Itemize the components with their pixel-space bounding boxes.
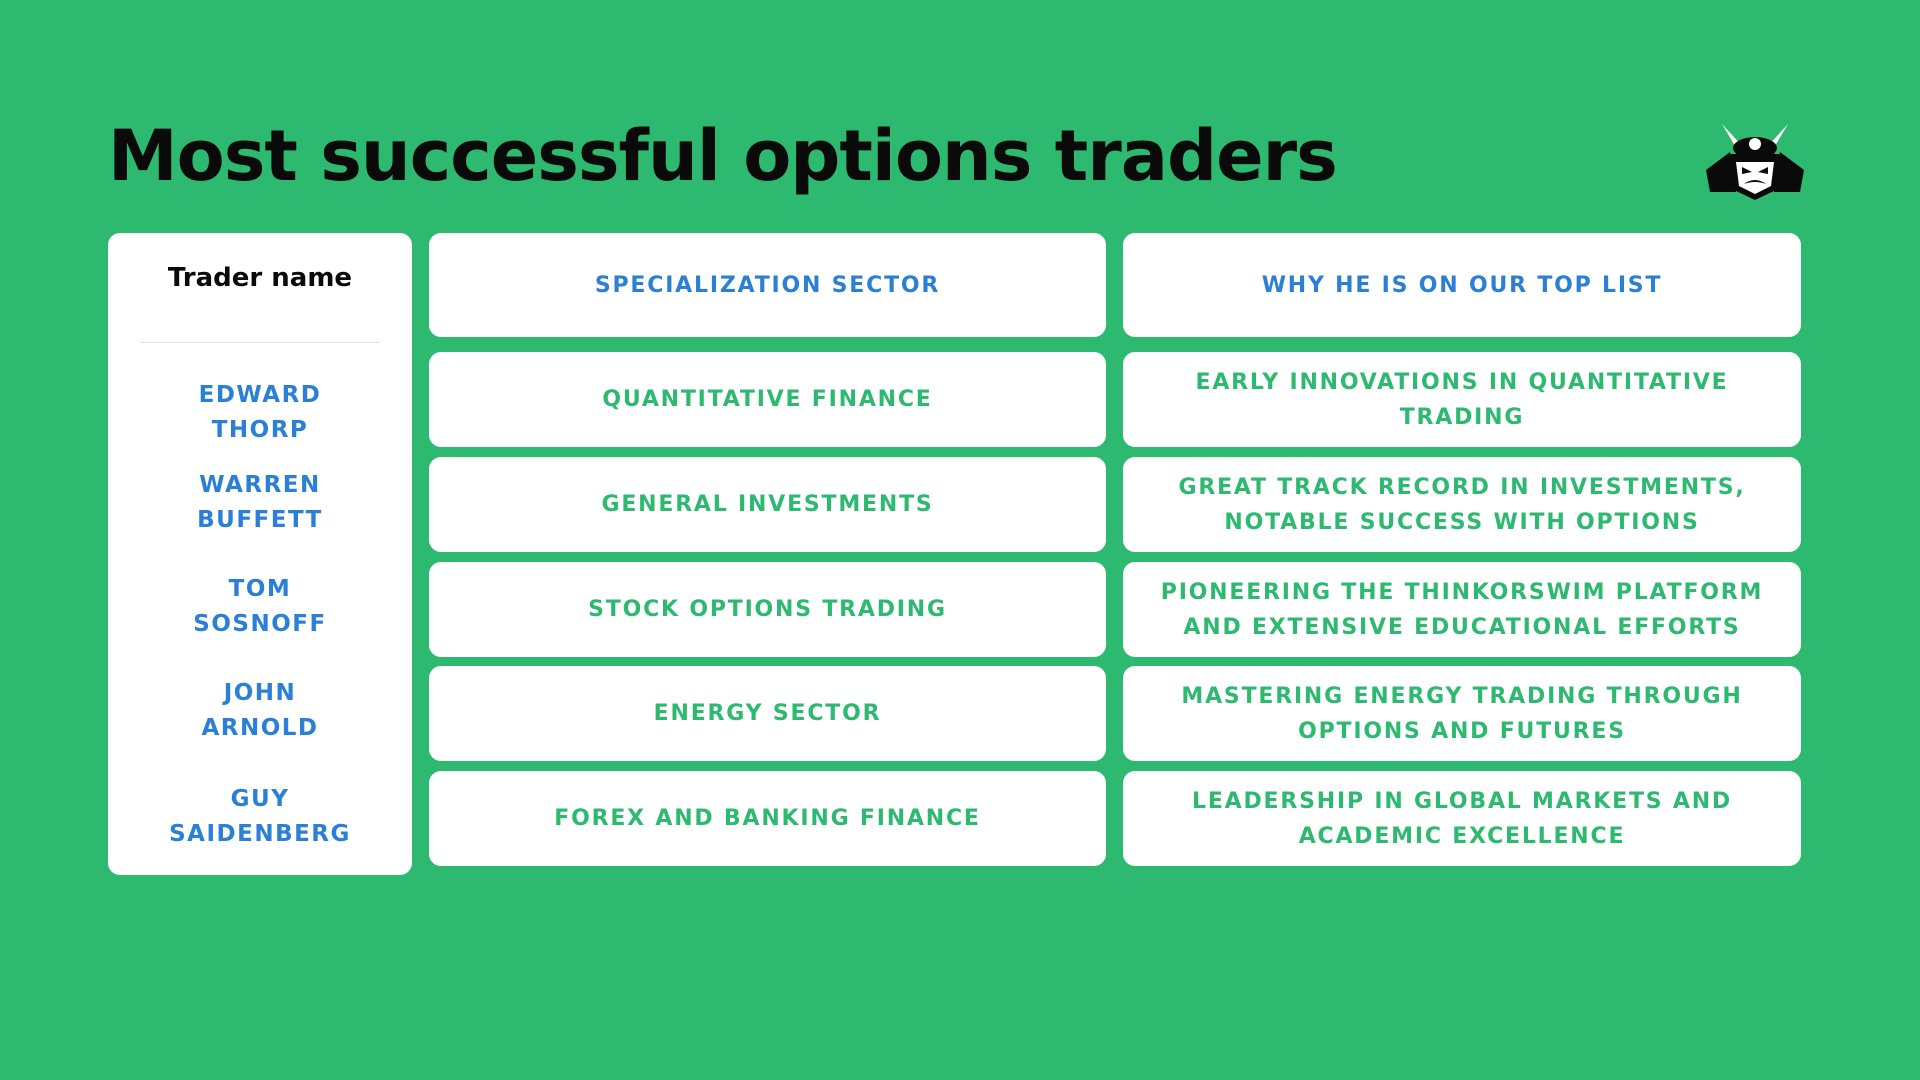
- sector-cell: GENERAL INVESTMENTS: [429, 457, 1106, 552]
- reason-header-cell: WHY HE IS ON OUR TOP LIST: [1123, 233, 1801, 337]
- trader-first-name: JOHN: [223, 680, 297, 706]
- reason-text: LEADERSHIP IN GLOBAL MARKETS AND ACADEMI…: [1192, 788, 1732, 849]
- samurai-helmet-mask-icon: [1706, 124, 1804, 200]
- trader-name-column: Trader name EDWARD THORP WARREN BUFFETT …: [108, 233, 412, 875]
- sector-cell: STOCK OPTIONS TRADING: [429, 562, 1106, 657]
- reason-cell: GREAT TRACK RECORD IN INVESTMENTS, NOTAB…: [1123, 457, 1801, 552]
- trader-first-name: GUY: [230, 786, 290, 812]
- reason-text: PIONEERING THE THINKORSWIM PLATFORM AND …: [1160, 579, 1764, 640]
- trader-last-name: SAIDENBERG: [169, 821, 351, 847]
- sector-text: STOCK OPTIONS TRADING: [588, 597, 947, 622]
- reason-text: GREAT TRACK RECORD IN INVESTMENTS, NOTAB…: [1178, 474, 1746, 535]
- trader-name-edward-thorp: EDWARD THORP: [108, 378, 412, 448]
- trader-name-guy-saidenberg: GUY SAIDENBERG: [108, 782, 412, 852]
- page-title: Most successful options traders: [108, 115, 1338, 197]
- reason-cell: LEADERSHIP IN GLOBAL MARKETS AND ACADEMI…: [1123, 771, 1801, 866]
- sector-text: ENERGY SECTOR: [653, 701, 882, 726]
- trader-name-header: Trader name: [167, 263, 353, 293]
- sector-text: GENERAL INVESTMENTS: [601, 492, 934, 517]
- trader-name-tom-sosnoff: TOM SOSNOFF: [108, 572, 412, 642]
- trader-first-name: TOM: [228, 576, 292, 602]
- trader-first-name: EDWARD: [198, 382, 322, 408]
- trader-last-name: ARNOLD: [201, 715, 319, 741]
- reason-header-label: WHY HE IS ON OUR TOP LIST: [1261, 272, 1663, 298]
- trader-name-warren-buffett: WARREN BUFFETT: [108, 468, 412, 538]
- trader-name-john-arnold: JOHN ARNOLD: [108, 676, 412, 746]
- sector-cell: FOREX AND BANKING FINANCE: [429, 771, 1106, 866]
- reason-text: MASTERING ENERGY TRADING THROUGH OPTIONS…: [1181, 683, 1743, 744]
- reason-cell: EARLY INNOVATIONS IN QUANTITATIVE TRADIN…: [1123, 352, 1801, 447]
- trader-last-name: BUFFETT: [197, 507, 323, 533]
- header-divider: [140, 342, 380, 343]
- trader-first-name: WARREN: [199, 472, 321, 498]
- reason-cell: PIONEERING THE THINKORSWIM PLATFORM AND …: [1123, 562, 1801, 657]
- sector-header-label: SPECIALIZATION SECTOR: [594, 272, 941, 298]
- reason-text: EARLY INNOVATIONS IN QUANTITATIVE TRADIN…: [1195, 369, 1729, 430]
- sector-cell: QUANTITATIVE FINANCE: [429, 352, 1106, 447]
- sector-text: QUANTITATIVE FINANCE: [602, 387, 933, 412]
- trader-last-name: THORP: [211, 417, 309, 443]
- sector-cell: ENERGY SECTOR: [429, 666, 1106, 761]
- sector-text: FOREX AND BANKING FINANCE: [554, 806, 981, 831]
- reason-cell: MASTERING ENERGY TRADING THROUGH OPTIONS…: [1123, 666, 1801, 761]
- trader-last-name: SOSNOFF: [193, 611, 327, 637]
- sector-header-cell: SPECIALIZATION SECTOR: [429, 233, 1106, 337]
